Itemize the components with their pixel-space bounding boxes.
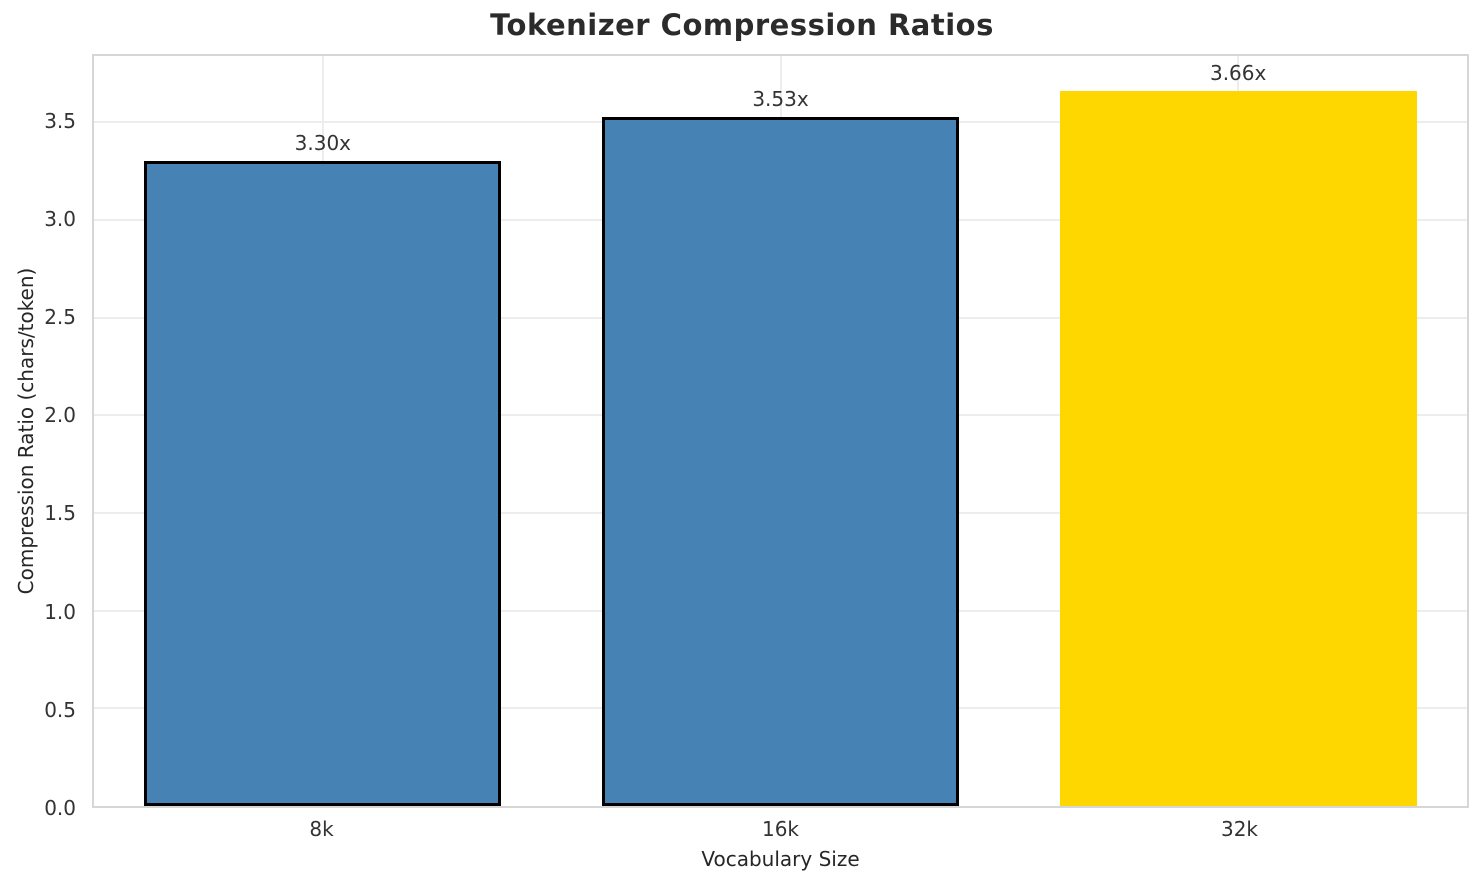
- x-tick-label: 16k: [761, 817, 800, 841]
- chart-title: Tokenizer Compression Ratios: [490, 8, 994, 42]
- y-tick-label: 0.0: [44, 796, 76, 820]
- y-tick-label: 1.5: [44, 501, 76, 526]
- bar-16k: [602, 116, 959, 806]
- y-tick-label: 0.5: [44, 697, 76, 722]
- bar-32k: [1059, 91, 1417, 806]
- bar-value-label: 3.66x: [1209, 61, 1267, 86]
- bar-value-label: 3.30x: [294, 131, 352, 156]
- y-tick-label: 3.0: [44, 206, 76, 231]
- x-tick-label: 32k: [1220, 817, 1259, 841]
- y-axis-label: Compression Ratio (chars/token): [14, 267, 38, 595]
- y-tick-label: 2.5: [44, 305, 76, 330]
- x-tick-label: 8k: [309, 817, 334, 841]
- bar-value-label: 3.53x: [752, 86, 809, 111]
- y-tick-label: 1.0: [44, 599, 76, 624]
- x-axis-label: Vocabulary Size: [701, 847, 860, 871]
- bar-8k: [144, 161, 502, 806]
- y-tick-label: 2.0: [44, 403, 76, 428]
- x-axis-ticks: 8k 16k 32k: [92, 817, 1469, 843]
- y-axis-ticks: 0.0 0.5 1.0 1.5 2.0 2.5 3.0 3.5: [0, 54, 84, 820]
- plot-area: 3.30x 3.53x 3.66x: [92, 54, 1469, 808]
- y-tick-label: 3.5: [44, 108, 76, 133]
